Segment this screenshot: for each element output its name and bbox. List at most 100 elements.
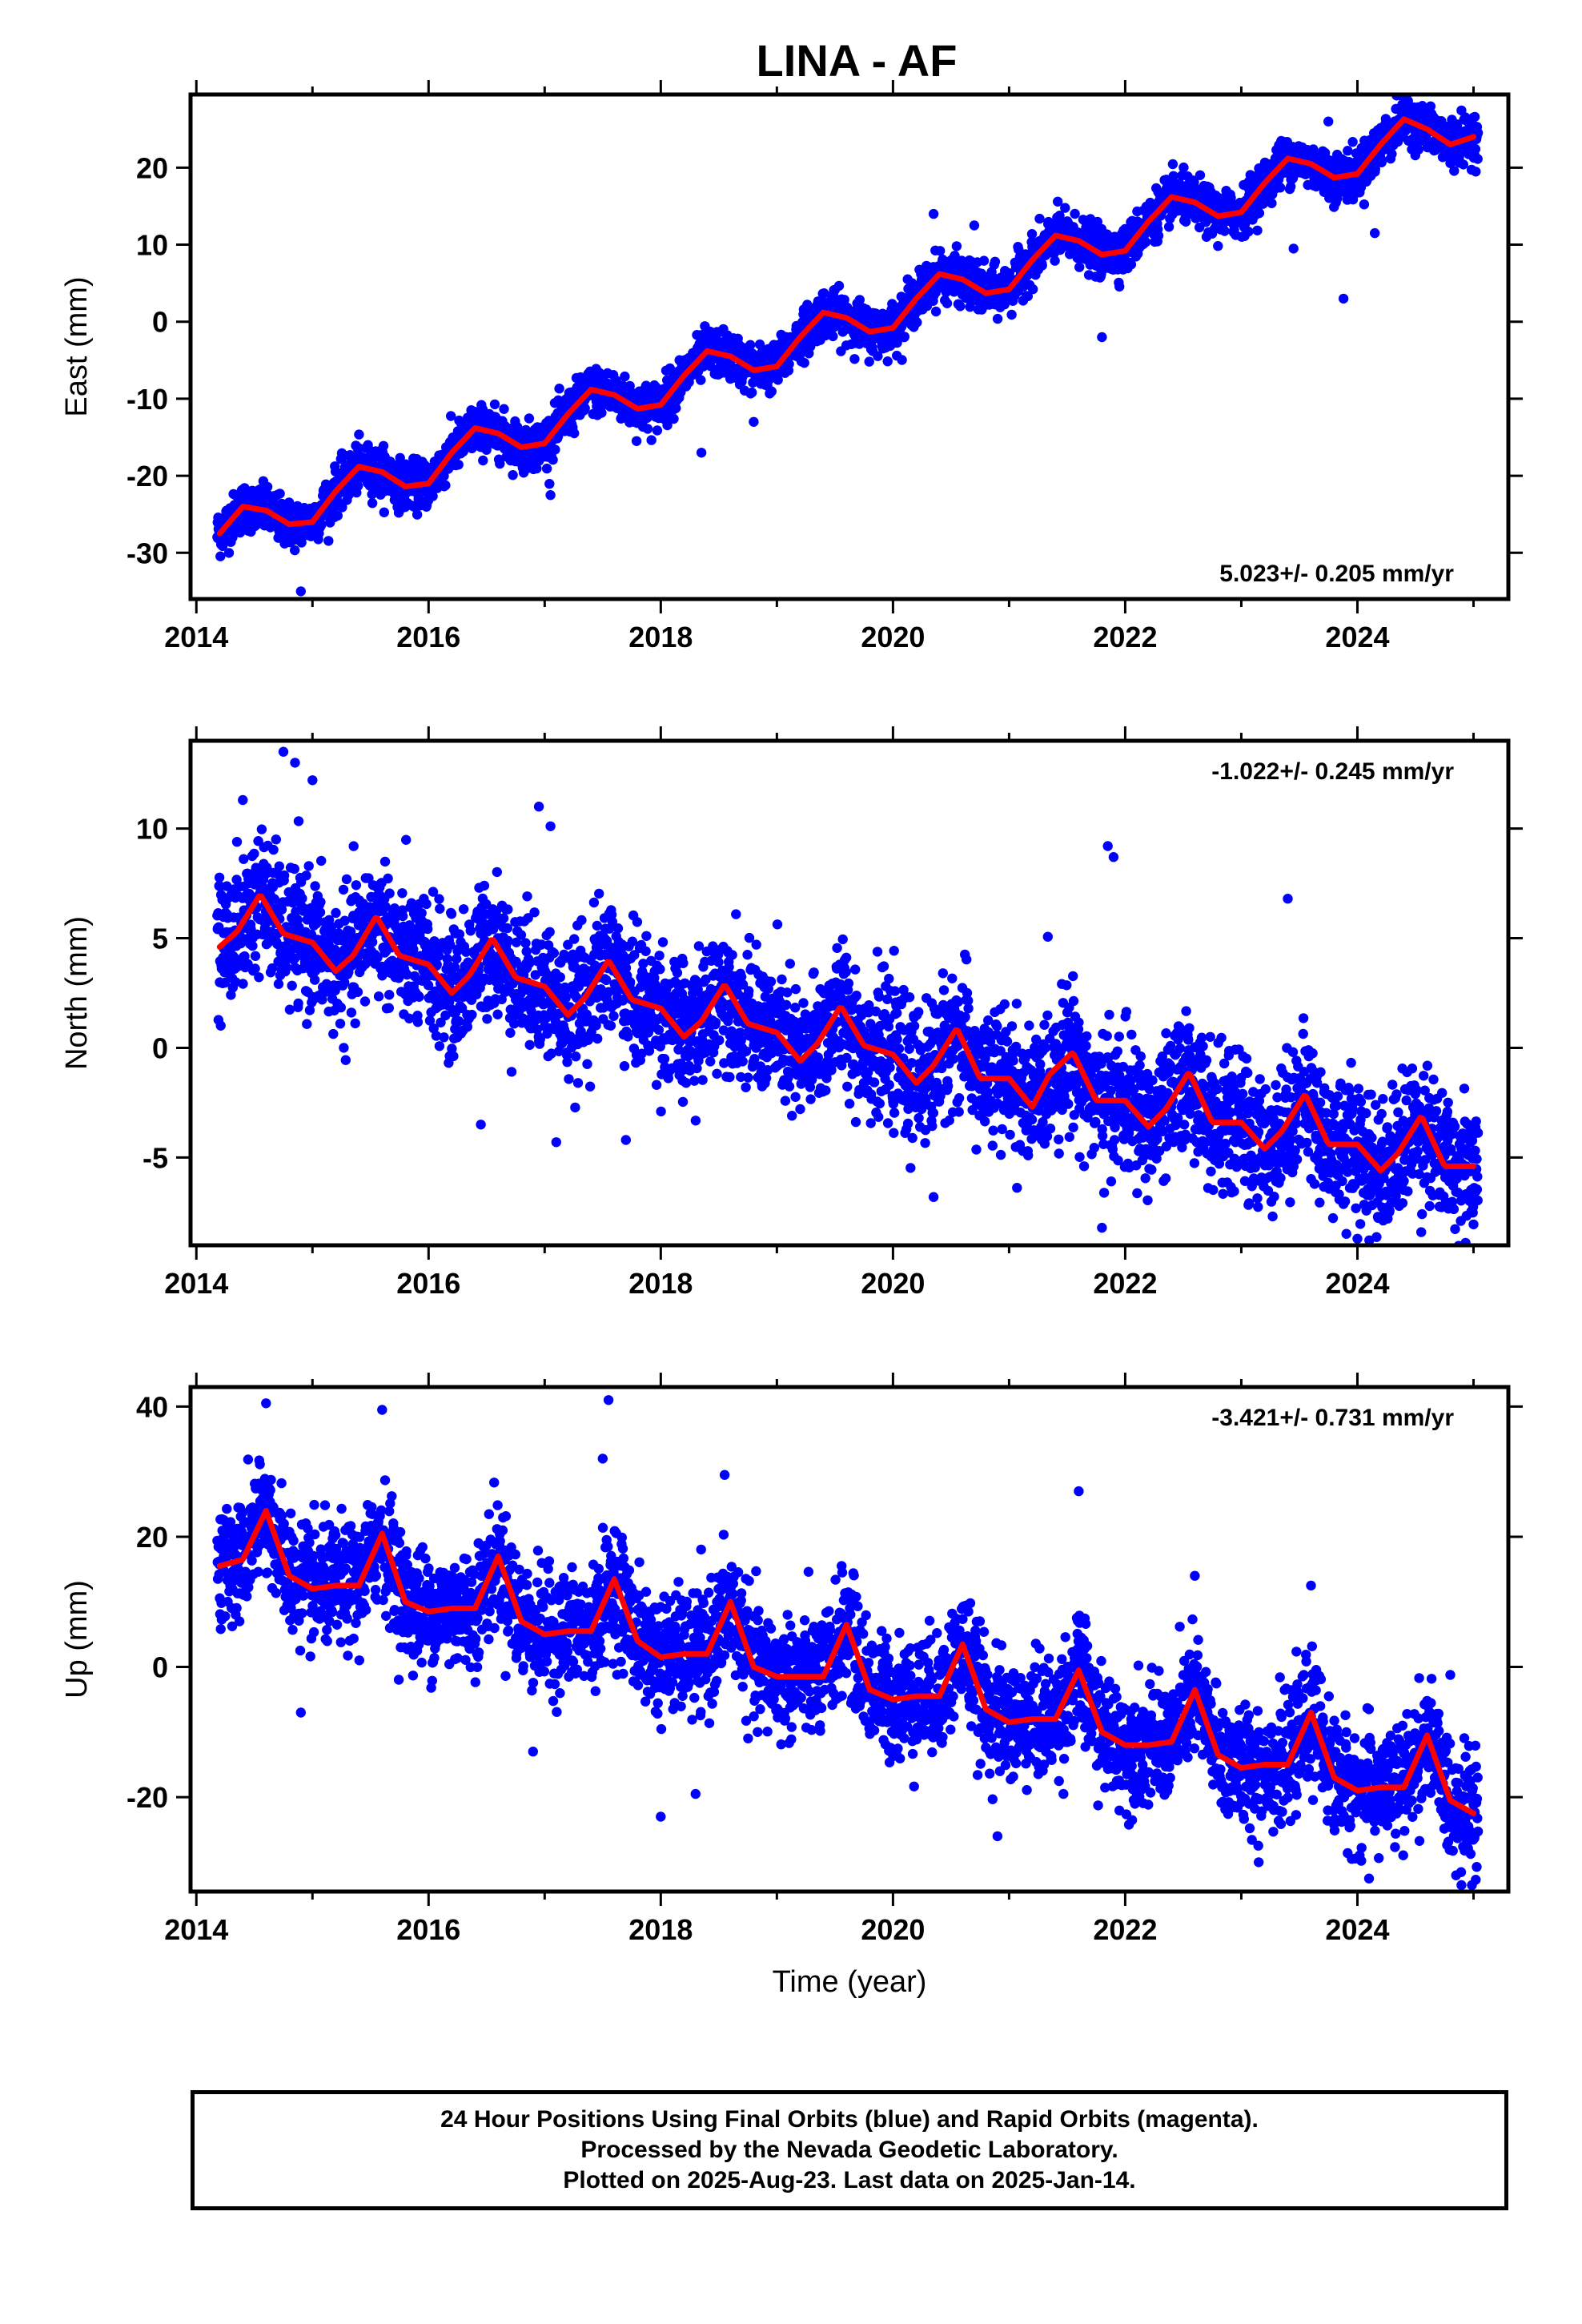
data-point <box>343 489 354 500</box>
data-point <box>1252 225 1263 235</box>
data-point <box>897 355 907 365</box>
x-tick-label: 2014 <box>164 621 228 653</box>
data-point <box>505 1027 516 1038</box>
data-point <box>351 880 362 891</box>
data-point <box>548 454 558 465</box>
data-point <box>297 893 307 904</box>
outlier-point <box>1338 293 1349 304</box>
data-point <box>696 375 706 385</box>
data-point <box>569 428 580 439</box>
data-point <box>398 911 408 922</box>
data-point <box>617 380 628 391</box>
data-point <box>458 904 469 915</box>
data-point <box>1195 170 1206 180</box>
data-point <box>293 998 303 1009</box>
data-point <box>596 408 607 418</box>
data-point <box>1458 159 1469 170</box>
data-point <box>541 463 552 474</box>
data-point <box>350 1018 360 1029</box>
data-point <box>745 340 756 350</box>
data-point <box>331 907 341 919</box>
data-point <box>1140 237 1151 247</box>
data-point <box>828 331 838 342</box>
y-tick-label: 0 <box>152 306 168 339</box>
data-point <box>955 301 966 312</box>
data-point <box>303 861 314 871</box>
data-point <box>341 874 352 885</box>
data-point <box>544 479 555 489</box>
outlier-point <box>749 416 759 427</box>
data-point <box>1153 231 1164 241</box>
data-point <box>930 306 942 317</box>
data-point <box>414 991 424 1003</box>
plot-area-north <box>212 746 1484 1245</box>
data-point <box>316 520 327 530</box>
data-point <box>864 356 874 367</box>
data-point <box>1114 281 1125 292</box>
data-point <box>467 1009 477 1020</box>
data-point <box>524 413 535 424</box>
data-point <box>882 356 893 367</box>
data-point <box>482 1014 492 1024</box>
x-tick-label: 2016 <box>396 621 460 653</box>
data-point <box>580 403 590 413</box>
x-tick-label: 2024 <box>1325 621 1389 653</box>
data-point <box>316 855 327 866</box>
data-point <box>367 937 378 947</box>
data-point <box>397 888 408 899</box>
data-point <box>1006 309 1017 320</box>
data-point <box>273 979 284 989</box>
data-point <box>383 873 393 884</box>
data-point <box>1026 229 1038 239</box>
figure-title: LINA - AF <box>757 35 958 86</box>
data-point <box>335 1019 346 1029</box>
data-point <box>1178 162 1189 173</box>
data-point <box>620 371 630 382</box>
data-point <box>669 413 679 424</box>
data-point <box>383 1003 394 1013</box>
data-point <box>1359 199 1370 210</box>
data-point <box>435 903 445 915</box>
data-point <box>446 909 457 919</box>
data-point <box>421 899 432 910</box>
outlier-point <box>1370 227 1380 239</box>
data-point <box>642 424 653 434</box>
data-point <box>433 951 444 962</box>
data-point <box>328 1028 339 1039</box>
data-point <box>400 459 411 469</box>
y-tick-label: -10 <box>126 383 168 416</box>
data-point <box>799 357 809 368</box>
data-point <box>833 280 845 292</box>
data-point <box>479 880 490 891</box>
data-point <box>849 354 860 364</box>
data-point <box>942 298 953 308</box>
data-point <box>348 841 359 851</box>
data-point <box>489 399 500 410</box>
data-point <box>1050 255 1060 266</box>
data-point <box>373 991 384 1002</box>
data-point <box>1213 241 1223 251</box>
data-point <box>262 481 273 493</box>
data-point <box>223 548 235 558</box>
outlier-point <box>1323 116 1334 127</box>
data-point <box>747 387 757 398</box>
outlier-point <box>295 586 306 597</box>
data-point <box>384 990 395 1000</box>
data-point <box>323 536 334 546</box>
y-axis-label-east: East (mm) <box>60 276 94 416</box>
data-point <box>554 384 564 394</box>
data-point <box>492 866 502 878</box>
data-point <box>1074 262 1085 272</box>
data-point <box>448 1051 459 1062</box>
data-point <box>465 926 476 936</box>
data-point <box>951 241 962 251</box>
data-point <box>378 440 389 451</box>
data-point <box>665 363 675 374</box>
outlier-point <box>696 448 707 458</box>
panels: 2014 2016 2018 2020 2022 2024-30-20-1001020Ea… <box>60 80 1523 1999</box>
data-point <box>499 404 509 414</box>
data-point <box>315 897 326 907</box>
outlier-point <box>545 490 556 501</box>
